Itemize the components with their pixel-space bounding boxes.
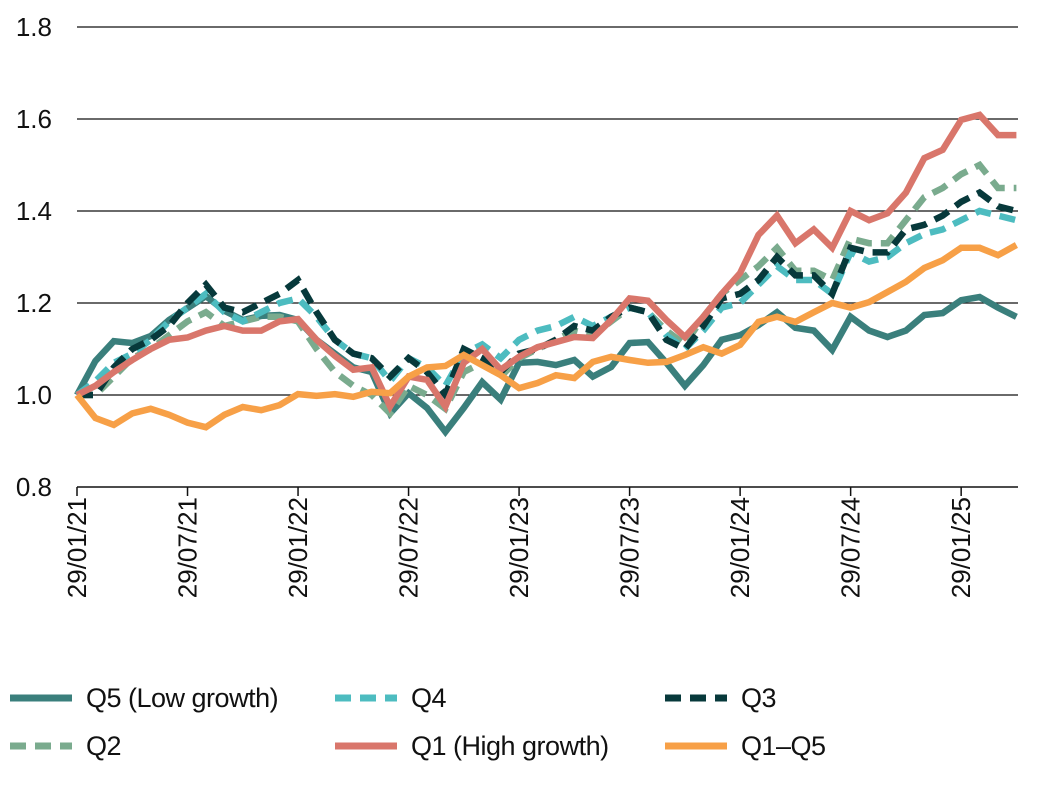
legend-label: Q3 — [741, 682, 777, 713]
legend-swatch — [335, 694, 397, 702]
series-line-q1-high-growth — [75, 111, 1017, 414]
x-tick-label: 29/01/24 — [725, 497, 755, 598]
y-axis-ticks: 0.8 1.0 1.2 1.4 1.6 1.8 — [16, 12, 52, 502]
legend-swatch — [10, 742, 72, 750]
legend-item: Q4 — [335, 678, 447, 718]
x-tick-label: 29/07/21 — [173, 497, 203, 598]
x-tick-label: 29/01/21 — [62, 497, 92, 598]
x-tick-label: 29/07/22 — [394, 497, 424, 598]
legend-label: Q5 (Low growth) — [86, 682, 279, 713]
legend-label: Q4 — [411, 682, 447, 713]
legend-label: Q2 — [86, 730, 122, 761]
y-tick-label: 1.2 — [16, 288, 52, 318]
legend-item: Q2 — [10, 726, 122, 766]
legend-item: Q3 — [665, 678, 777, 718]
series-line-q5-low-growth — [74, 292, 1018, 438]
x-tick-label: 29/07/24 — [836, 497, 866, 598]
y-tick-label: 1.8 — [16, 12, 52, 42]
legend-swatch — [10, 694, 72, 702]
x-axis: 29/01/21 29/07/21 29/01/22 29/07/22 29/01/23… — [62, 486, 1018, 598]
gridlines — [77, 26, 1018, 396]
series-line-q4 — [75, 207, 1018, 398]
y-tick-label: 0.8 — [16, 472, 52, 502]
x-tick-label: 29/01/25 — [946, 497, 976, 598]
legend-label: Q1 (High growth) — [411, 730, 609, 761]
legend-item: Q1 (High growth) — [335, 726, 609, 766]
x-tick-label: 29/01/22 — [283, 497, 313, 598]
x-tick-label: 29/07/23 — [615, 497, 645, 598]
x-tick-label: 29/01/23 — [504, 497, 534, 598]
series-lines — [74, 111, 1018, 438]
y-tick-label: 1.0 — [16, 380, 52, 410]
y-tick-label: 1.4 — [16, 196, 52, 226]
legend-swatch — [335, 742, 397, 750]
legend-item: Q1–Q5 — [665, 726, 826, 766]
legend-label: Q1–Q5 — [741, 730, 826, 761]
y-tick-label: 1.6 — [16, 104, 52, 134]
series-line-q1-q5 — [74, 242, 1018, 431]
legend-item: Q5 (Low growth) — [10, 678, 279, 718]
legend-swatch — [665, 742, 727, 750]
legend-swatch — [665, 694, 727, 702]
